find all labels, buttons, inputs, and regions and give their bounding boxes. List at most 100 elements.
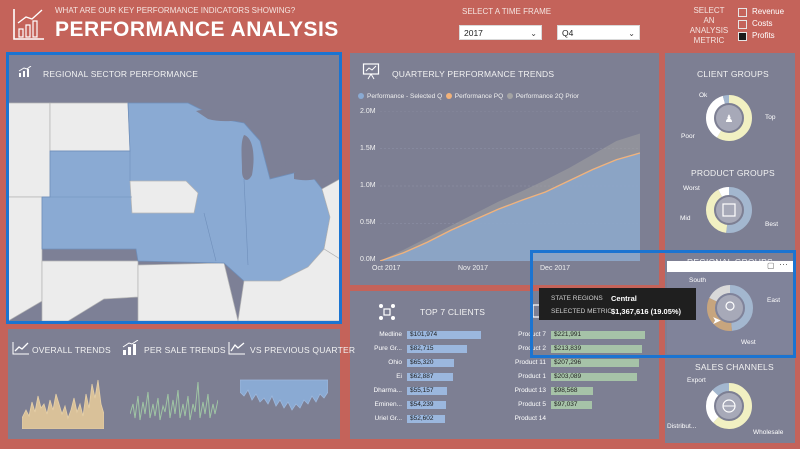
bar-chart-icon <box>18 66 32 77</box>
regional-groups-selection-frame <box>530 250 796 358</box>
bar-value-label: $65,320 <box>410 359 434 366</box>
quarterly-title: QUARTERLY PERFORMANCE TRENDS <box>392 69 555 79</box>
bar-value-label: $62,887 <box>410 373 434 380</box>
bar[interactable]: $101,974 <box>407 331 481 339</box>
per-sale-trends-title: PER SALE TRENDS <box>144 345 226 355</box>
profits-option[interactable]: Profits <box>752 31 775 40</box>
year-dropdown[interactable]: 2017 ⌄ <box>459 25 542 40</box>
year-value: 2017 <box>464 28 483 38</box>
metric-label-line2: ANALYSIS <box>689 26 729 35</box>
page-title: PERFORMANCE ANALYSIS <box>55 18 339 41</box>
bar[interactable]: $62,887 <box>407 373 453 381</box>
top-clients-bar-chart[interactable]: Medline $101,974 Pure Gr... $82,715 Ohio $65,… <box>350 331 500 431</box>
x-tick-nov: Nov 2017 <box>458 265 488 272</box>
client-label-poor: Poor <box>681 133 695 140</box>
region-label-south: South <box>689 277 706 284</box>
bar-category-label: Medline <box>379 331 402 338</box>
product-groups-donut[interactable] <box>704 185 754 235</box>
bar[interactable]: $97,037 <box>551 401 593 409</box>
header-logo <box>12 7 46 41</box>
regional-sector-title: REGIONAL SECTOR PERFORMANCE <box>43 69 199 79</box>
bar-category-label: Ei <box>396 373 402 380</box>
y-tick-2.0m: 2.0M <box>360 108 376 115</box>
bar-value-label: $54,239 <box>410 401 434 408</box>
bar-value-label: $82,715 <box>410 345 434 352</box>
quarterly-panel: QUARTERLY PERFORMANCE TRENDS Performance… <box>350 53 659 285</box>
y-tick-0.5m: 0.5M <box>360 219 376 226</box>
presentation-chart-icon <box>362 63 380 80</box>
bar[interactable]: $203,089 <box>551 373 637 381</box>
x-tick-oct: Oct 2017 <box>372 265 401 272</box>
tooltip-val-metric: $1,367,616 (19.05%) <box>611 307 682 316</box>
region-label-east: East <box>767 297 781 304</box>
tooltip-key-metric: SELECTED METRIC <box>551 308 613 315</box>
chevron-down-icon: ⌄ <box>530 29 537 38</box>
product-label-best: Best <box>765 221 779 228</box>
tooltip-key-region: STATE REGIONS <box>551 295 603 302</box>
product-label-mid: Mid <box>680 215 691 222</box>
bar[interactable]: $207,296 <box>551 359 639 367</box>
quarterly-area-chart[interactable] <box>380 111 640 261</box>
focus-mode-icon[interactable]: ▢ <box>767 261 775 270</box>
sales-channels-title: SALES CHANNELS <box>695 362 774 372</box>
revenue-checkbox[interactable] <box>738 8 747 17</box>
vs-previous-quarter-sparkline[interactable] <box>240 374 328 429</box>
legend-prior: Performance 2Q Prior <box>515 93 580 100</box>
bar-value-label: $207,296 <box>554 359 582 366</box>
bar-category-label: Uriel Gr... <box>374 415 402 422</box>
regional-map[interactable] <box>8 89 340 321</box>
bar[interactable]: $55,157 <box>407 387 448 395</box>
per-sale-trends-sparkline[interactable] <box>130 374 218 429</box>
bar[interactable]: $82,715 <box>407 345 468 353</box>
regional-groups-donut[interactable] <box>705 283 755 333</box>
cursor-pointer-icon: ➤ <box>712 315 722 327</box>
x-tick-dec: Dec 2017 <box>540 265 570 272</box>
visual-header-bar <box>667 261 793 272</box>
rising-chart-icon <box>13 9 44 40</box>
costs-option[interactable]: Costs <box>752 19 773 28</box>
people-icon: ♟ <box>725 114 734 125</box>
y-tick-1.5m: 1.5M <box>360 145 376 152</box>
more-options-icon[interactable]: ⋯ <box>779 259 788 269</box>
trends-panel: OVERALL TRENDS PER SALE TRENDS VS PREVIO… <box>8 329 355 439</box>
legend-selected-q: Performance - Selected Q <box>367 93 443 100</box>
header-question: WHAT ARE OUR KEY PERFORMANCE INDICATORS … <box>55 6 296 15</box>
profits-checkbox[interactable] <box>738 32 747 41</box>
bar[interactable]: $54,239 <box>407 401 447 409</box>
sales-channels-donut[interactable] <box>704 381 754 431</box>
series-line-pq <box>380 152 640 261</box>
client-label-ok: Ok <box>699 92 708 99</box>
legend-pq: Performance PQ <box>454 93 504 100</box>
bar[interactable]: $52,602 <box>407 415 446 423</box>
costs-checkbox[interactable] <box>738 20 747 29</box>
revenue-option[interactable]: Revenue <box>752 7 785 16</box>
metric-label-line3: METRIC <box>693 36 725 45</box>
bar-value-label: $213,839 <box>554 345 582 352</box>
bar[interactable]: $221,991 <box>551 331 645 339</box>
map-tooltip: STATE REGIONS Central SELECTED METRIC $1… <box>539 288 696 320</box>
bar-value-label: $55,157 <box>410 387 434 394</box>
vs-previous-quarter-title: VS PREVIOUS QUARTER <box>250 345 356 355</box>
top-clients-title: TOP 7 CLIENTS <box>420 307 486 317</box>
bar-category-label: Product 5 <box>518 401 546 408</box>
clients-network-icon <box>379 304 395 320</box>
overall-trends-sparkline[interactable] <box>22 374 104 429</box>
legend-dot-selected <box>358 93 364 100</box>
tooltip-val-region: Central <box>611 294 637 303</box>
line-chart-icon <box>228 342 245 355</box>
channel-label-wholesale: Wholesale <box>753 429 784 436</box>
client-groups-donut[interactable]: ♟ <box>704 93 754 143</box>
legend-dot-prior <box>506 93 513 100</box>
bar[interactable]: $98,568 <box>551 387 593 395</box>
bar-value-label: $101,974 <box>410 331 438 338</box>
y-tick-0.0m: 0.0M <box>360 256 376 263</box>
groups-panel: CLIENT GROUPS ♟ Ok Top Poor PRODUCT GROU… <box>665 53 795 443</box>
channel-label-distributor: Distribut... <box>667 423 697 430</box>
bar-category-label: Eminen... <box>374 401 402 408</box>
bar-category-label: Ohio <box>388 359 402 366</box>
channel-label-export: Export <box>687 377 706 384</box>
legend-dot-pq <box>445 93 452 100</box>
bar[interactable]: $213,839 <box>551 345 642 353</box>
quarter-dropdown[interactable]: Q4 ⌄ <box>557 25 640 40</box>
bar[interactable]: $65,320 <box>407 359 455 367</box>
